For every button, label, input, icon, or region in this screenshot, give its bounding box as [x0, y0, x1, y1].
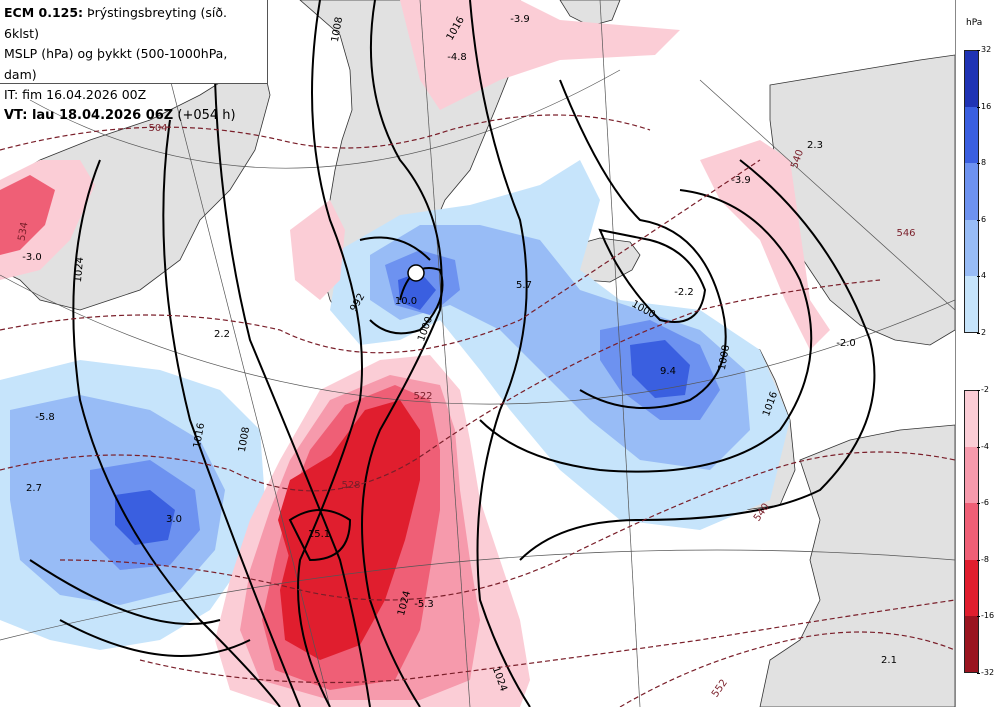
legend-tick: -4	[977, 442, 989, 451]
model-name: ECM 0.125:	[4, 5, 84, 20]
thickness-label: 528	[341, 480, 360, 491]
thickness-label: 546	[896, 228, 915, 239]
rise-level-4b	[630, 340, 690, 398]
change-label: -3.9	[731, 175, 751, 186]
legend-tick: -8	[977, 555, 989, 564]
fall-west-2	[0, 175, 55, 255]
legend-swatch	[965, 447, 978, 504]
change-label: 2.1	[881, 655, 897, 666]
legend-swatch	[965, 503, 978, 560]
change-label: 2.2	[214, 329, 230, 340]
thickness-label: 504	[148, 123, 167, 134]
legend-swatch	[965, 559, 978, 616]
lead-time: (+054 h)	[177, 107, 236, 123]
legend-unit: hPa	[966, 18, 983, 28]
fall-north	[400, 0, 680, 110]
change-label: 2.7	[26, 483, 42, 494]
chart-title: Þrýstingsbreyting (síð. 6klst)	[4, 5, 227, 41]
change-label: -4.8	[447, 52, 467, 63]
weather-map: -3.0 -4.8 -3.9 2.3 -3.9 2.2 10.0 5.7 -2.…	[0, 0, 955, 707]
fall-northeast	[700, 140, 830, 350]
legend-swatch	[965, 51, 978, 108]
thickness-lines	[0, 114, 955, 707]
thickness-label: 534	[16, 221, 30, 242]
chart-info-box: ECM 0.125: Þrýstingsbreyting (síð. 6klst…	[0, 0, 268, 123]
change-label: 2.3	[807, 140, 823, 151]
isobar-label: 1008	[237, 426, 252, 453]
color-legend: hPa 32 16 8 6 4 2 -2 -4 -6 -8 -16 -32	[955, 0, 1000, 707]
change-label: -5.8	[35, 412, 55, 423]
change-label: 10.0	[395, 296, 417, 307]
legend-positive-bar	[964, 50, 979, 333]
change-labels: -3.0 -4.8 -3.9 2.3 -3.9 2.2 10.0 5.7 -2.…	[22, 14, 897, 666]
change-label: -5.3	[414, 599, 434, 610]
legend-swatch	[965, 275, 978, 332]
land-canada	[0, 59, 271, 311]
change-label: 3.0	[166, 514, 182, 525]
legend-swatch	[965, 163, 978, 220]
change-label: -2.0	[836, 338, 856, 349]
legend-swatch	[965, 615, 978, 672]
change-label: 9.4	[660, 366, 676, 377]
legend-tick: 16	[976, 102, 992, 111]
legend-swatch	[965, 107, 978, 164]
rise-level-4	[115, 490, 175, 545]
legend-tick: 32	[976, 45, 992, 54]
legend-tick: 4	[976, 271, 987, 280]
legend-tick: -2	[977, 385, 989, 394]
legend-negative-bar	[964, 390, 979, 673]
valid-time-line: VT: lau 18.04.2026 06Z (+054 h)	[4, 106, 263, 127]
isobar-label: 1024	[73, 257, 86, 283]
graticule	[0, 0, 955, 707]
isobars	[29, 0, 876, 707]
isobar-label: 1008	[717, 344, 732, 371]
change-label: -3.0	[22, 252, 42, 263]
init-time: IT: fim 16.04.2026 00Z	[4, 87, 147, 102]
change-label: -2.2	[674, 287, 694, 298]
fields-line: MSLP (hPa) og þykkt (500-1000hPa, dam)	[4, 46, 228, 82]
legend-tick: 8	[976, 158, 987, 167]
change-label: 15.1	[308, 529, 330, 540]
legend-swatch	[965, 219, 978, 276]
legend-tick: 6	[976, 215, 987, 224]
isobar-label: 1008	[330, 16, 345, 43]
thickness-label: 522	[413, 391, 432, 402]
title-line: ECM 0.125: Þrýstingsbreyting (síð. 6klst…	[4, 3, 263, 44]
change-label: 5.7	[516, 280, 532, 291]
change-label: -3.9	[510, 14, 530, 25]
legend-tick: -16	[976, 611, 995, 620]
low-centre-marker	[407, 264, 425, 282]
legend-tick: 2	[976, 328, 987, 337]
legend-tick: -32	[976, 668, 995, 677]
valid-time: VT: lau 18.04.2026 06Z	[4, 107, 174, 123]
legend-swatch	[965, 391, 978, 448]
legend-tick: -6	[977, 498, 989, 507]
isobar-label: 1016	[192, 422, 207, 449]
